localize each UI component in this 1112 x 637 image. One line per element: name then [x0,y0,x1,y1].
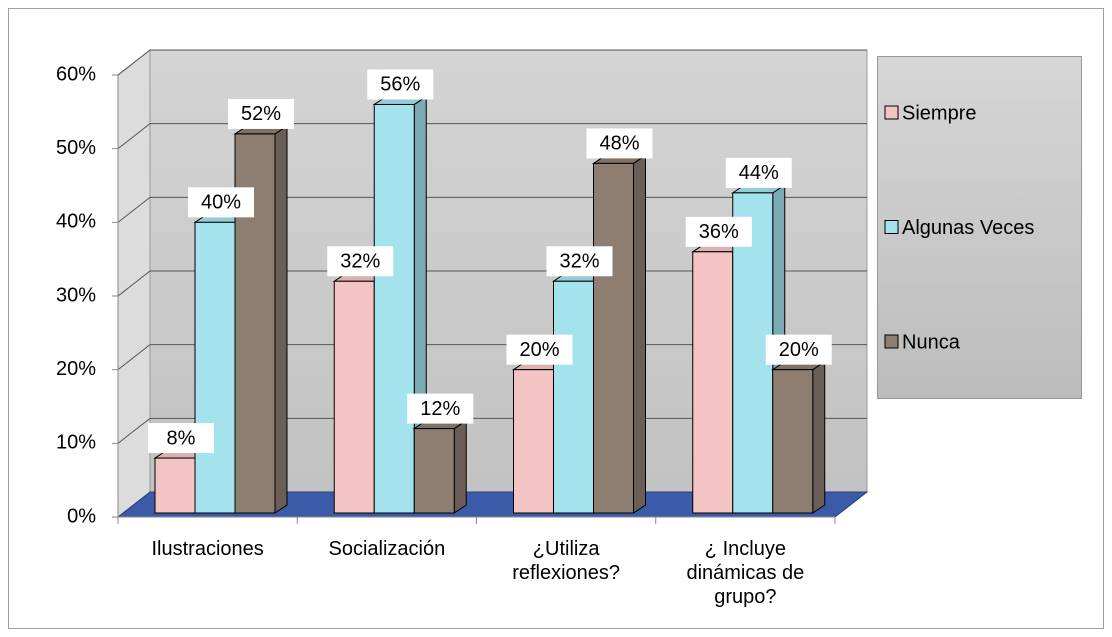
bar [771,360,827,514]
value-label: 20% [779,339,819,361]
value-label: 36% [699,221,739,243]
bar [593,162,634,514]
x-tick-label: ¿ Incluye dinámicas de grupo? [686,538,805,608]
value-label: 20% [519,339,559,361]
value-label-box [148,423,214,454]
bar [233,124,289,514]
value-label-box [407,393,474,424]
value-label: 8% [167,427,196,449]
x-tick-label: ¿Utiliza reflexiones? [512,538,621,584]
value-label: 40% [201,192,241,214]
value-label-box [188,187,254,218]
legend-swatch [884,105,899,120]
bar-side [633,154,646,514]
legend-swatch [884,220,899,234]
value-label: 32% [340,251,380,273]
bar [234,133,276,514]
x-tick-label: Socialización [328,538,446,560]
grid-line [117,123,867,150]
bar [513,369,554,514]
grid-line [117,49,867,76]
value-label: 52% [241,103,281,125]
value-label: 32% [559,251,599,273]
y-tick-label: 20% [56,358,96,380]
legend-label: Nunca [902,331,961,353]
bar [553,280,594,514]
bar [154,457,196,514]
value-label-box [327,246,394,277]
value-label-box [367,69,434,100]
bar [333,280,375,514]
legend-label: Algunas Veces [902,217,1034,239]
value-label-box [765,334,832,365]
bar [372,95,428,514]
bar [692,251,734,514]
y-tick-label: 50% [56,137,96,159]
bar-side [812,360,826,514]
bar [772,369,814,514]
value-label: 56% [380,74,420,96]
bar-side [274,124,288,514]
bar-side [453,419,467,514]
bar [373,103,415,514]
value-label: 12% [420,398,460,420]
legend-swatch [884,334,899,349]
y-tick-label: 60% [56,63,96,85]
bar [412,419,468,514]
bar [194,221,236,514]
value-label-box [546,246,613,277]
value-label-box [586,128,653,159]
legend [877,56,1082,399]
bar [591,154,648,514]
value-label-box [725,157,792,188]
value-label-box [228,98,294,129]
value-label-box [506,334,573,365]
x-tick-label: Ilustraciones [151,538,264,560]
value-label: 44% [739,162,779,184]
bar [413,428,455,514]
legend-label: Siempre [902,102,976,124]
y-tick-label: 0% [67,505,96,527]
value-label-box [685,216,752,247]
y-tick-label: 40% [56,211,96,233]
value-label: 48% [599,133,639,155]
y-tick-label: 10% [56,432,96,454]
y-tick-label: 30% [56,284,96,306]
